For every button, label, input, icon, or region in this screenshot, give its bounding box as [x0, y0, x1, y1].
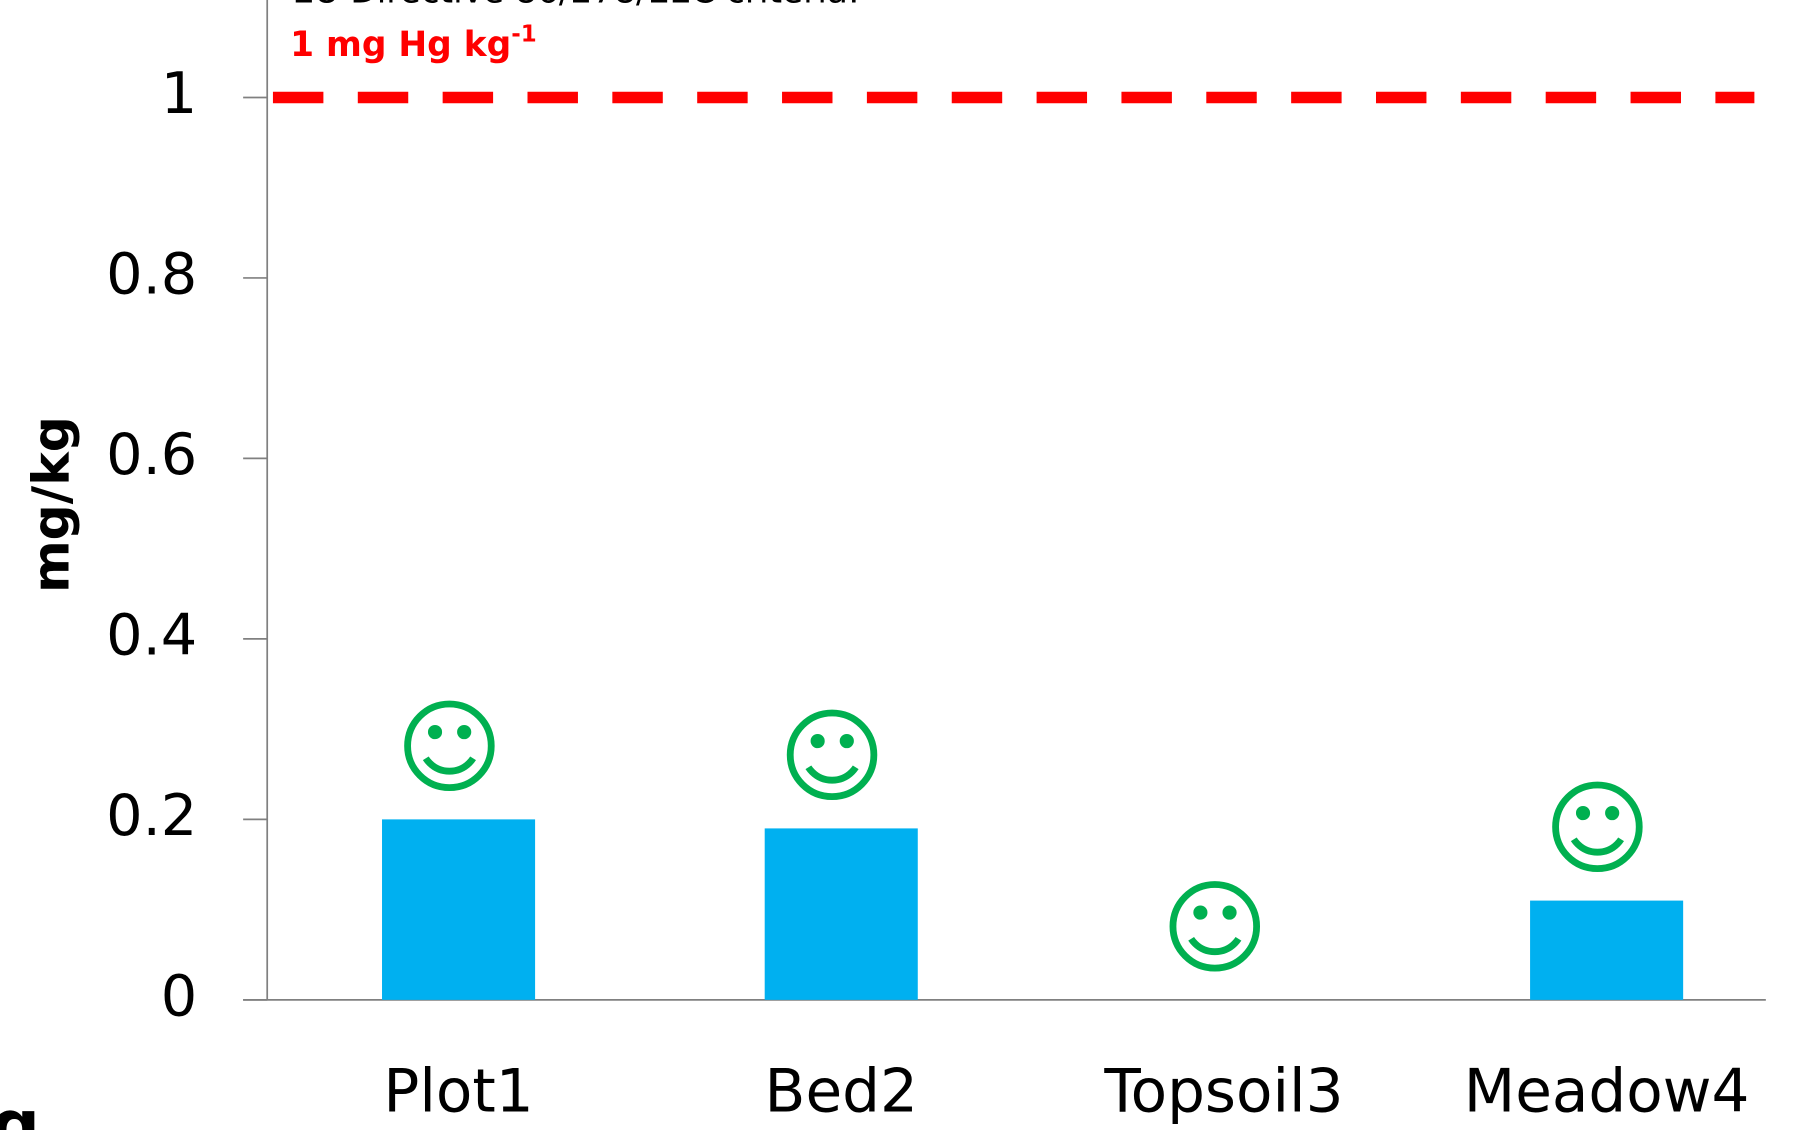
smiley-marker: ☺: [778, 698, 886, 818]
panel-label: g: [0, 1085, 40, 1130]
smiley-marker: ☺: [1161, 869, 1269, 989]
y-tick-label: 0.6: [106, 421, 197, 488]
y-axis-label: mg/kg: [22, 416, 81, 593]
reference-label-sup: -1: [511, 21, 536, 47]
top-note: EU Directive 86/278/EEC criteria:: [292, 0, 859, 12]
smiley-marker: ☺: [1544, 770, 1652, 890]
smiley-marker: ☺: [396, 688, 504, 808]
y-tick-label: 0.2: [106, 782, 197, 849]
y-tick-label: 1: [161, 60, 197, 127]
x-tick-label: Meadow4: [1464, 1058, 1750, 1127]
y-tick-label: 0.8: [106, 241, 197, 308]
x-tick-label: Topsoil3: [1103, 1058, 1343, 1127]
bar: [1530, 900, 1684, 1000]
x-tick-label: Bed2: [765, 1058, 918, 1127]
bar: [764, 828, 918, 1000]
reference-label: 1 mg Hg kg-1: [290, 21, 537, 64]
bar: [382, 819, 536, 1000]
reference-label-main: 1 mg Hg kg: [290, 24, 511, 64]
x-tick-label: Plot1: [383, 1058, 533, 1127]
y-tick-label: 0.4: [106, 602, 197, 669]
y-tick-label: 0: [161, 962, 197, 1029]
